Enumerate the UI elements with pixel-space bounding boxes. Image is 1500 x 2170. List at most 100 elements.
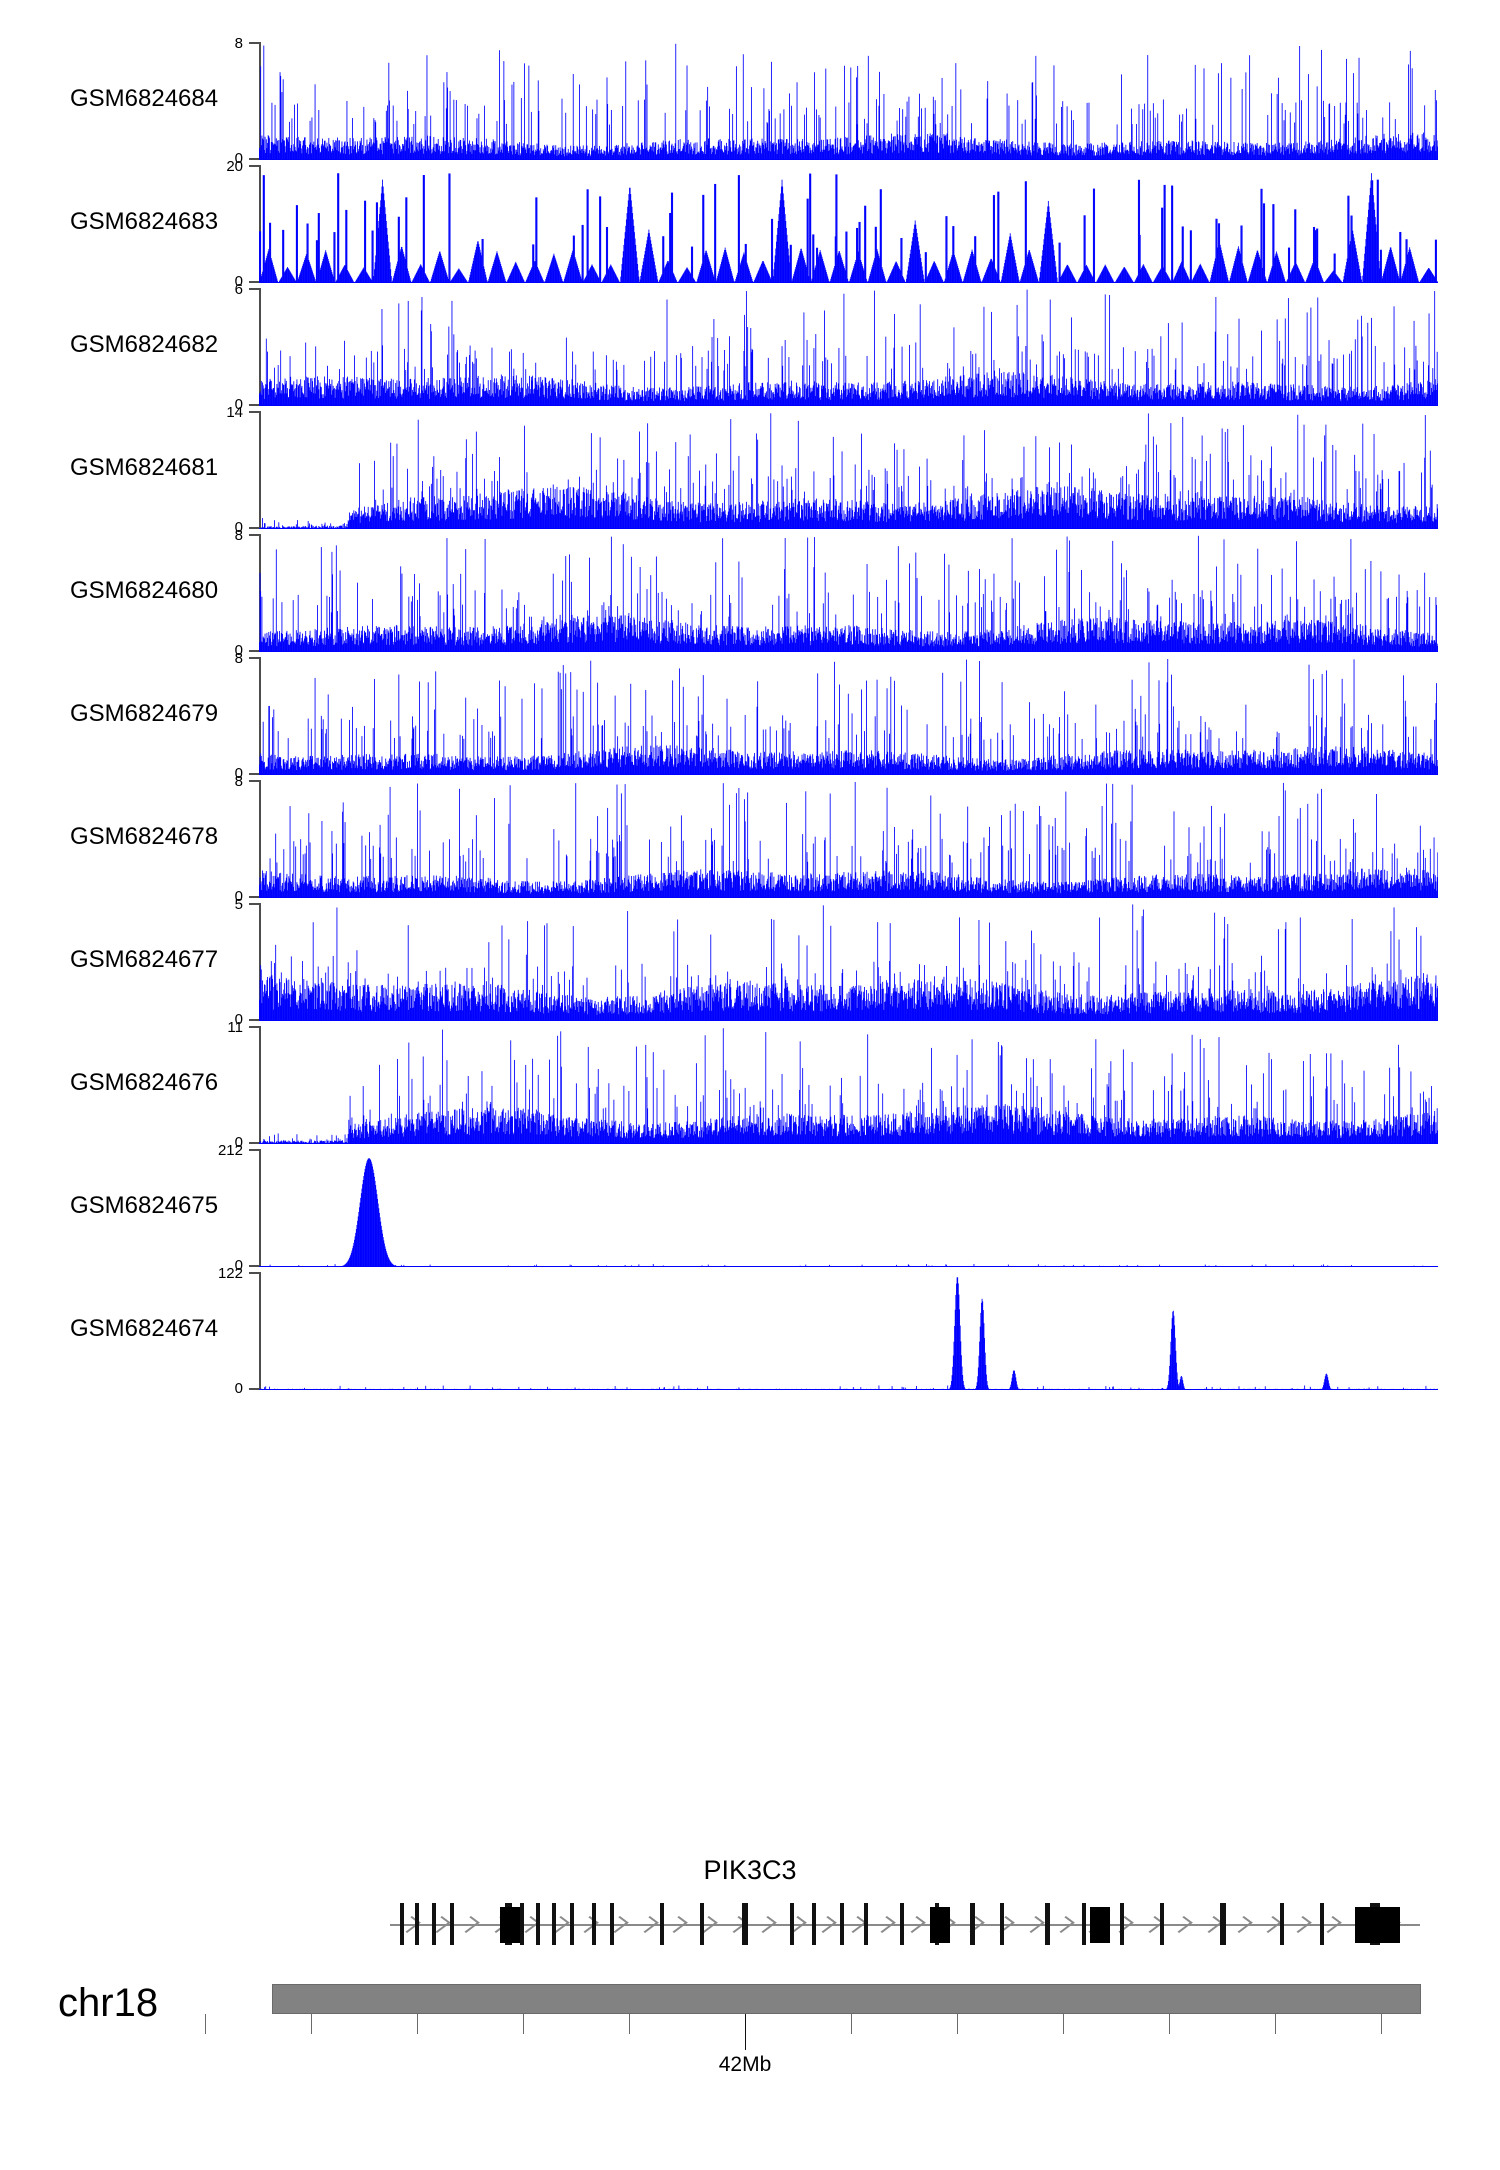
y-axis-tick-min bbox=[248, 281, 261, 283]
track-signal-canvas bbox=[259, 1272, 1438, 1390]
track-signal-canvas bbox=[259, 1149, 1438, 1267]
y-axis-max-label: 20 bbox=[226, 158, 243, 175]
gene-strand-arrow bbox=[754, 1915, 778, 1934]
gene-exon bbox=[520, 1903, 524, 1945]
ruler-label: 42Mb bbox=[718, 2053, 772, 2076]
y-axis-tick-min bbox=[248, 404, 261, 406]
track-label-GSM6824677: GSM6824677 bbox=[70, 946, 219, 973]
chromosome-label: chr18 bbox=[58, 1981, 159, 2025]
y-axis-min-label: 0 bbox=[234, 1257, 243, 1274]
gene-exon bbox=[400, 1903, 404, 1945]
ruler-tick-minor bbox=[957, 2014, 958, 2034]
gene-exon bbox=[1160, 1903, 1164, 1945]
gene-coding-exon bbox=[930, 1907, 950, 1943]
gene-exon bbox=[742, 1903, 748, 1945]
track-plot-area[interactable]: 212 0 bbox=[218, 1143, 1438, 1273]
gene-exon bbox=[1120, 1903, 1124, 1945]
track-plot-area[interactable]: 122 0 bbox=[218, 1266, 1438, 1396]
gene-annotation-track: PIK3C3 bbox=[0, 1855, 1500, 1965]
signal-track: GSM6824674 122 0 bbox=[0, 1266, 1500, 1396]
gene-strand-arrow bbox=[843, 1915, 867, 1934]
y-axis-tick-max bbox=[248, 780, 261, 782]
y-axis-min-label: 0 bbox=[234, 396, 243, 413]
gene-strand-arrow bbox=[1051, 1915, 1075, 1934]
gene-strand-arrow bbox=[1229, 1915, 1253, 1934]
ruler-tick-minor bbox=[1063, 2014, 1064, 2034]
gene-exon bbox=[700, 1903, 704, 1945]
gene-exon bbox=[970, 1903, 975, 1945]
y-axis-max-label: 8 bbox=[234, 650, 243, 667]
gene-coding-exon bbox=[500, 1907, 520, 1943]
gene-exon bbox=[900, 1903, 904, 1945]
signal-track: GSM6824682 6 0 bbox=[0, 282, 1500, 412]
track-plot-area[interactable]: 14 0 bbox=[226, 405, 1438, 535]
chromosome-track: chr18 42Mb bbox=[0, 1975, 1500, 2095]
gene-exon bbox=[1220, 1903, 1226, 1945]
gene-exon bbox=[840, 1903, 844, 1945]
signal-track: GSM6824680 8 0 bbox=[0, 528, 1500, 658]
y-axis-tick-max bbox=[248, 534, 261, 536]
y-axis-max-label: 122 bbox=[217, 1265, 243, 1282]
gene-exon bbox=[660, 1903, 664, 1945]
gene-strand-arrow bbox=[665, 1915, 689, 1934]
track-signal-canvas bbox=[259, 657, 1438, 775]
ruler-tick-minor bbox=[417, 2014, 418, 2034]
y-axis-tick-min bbox=[248, 527, 261, 529]
y-axis-max-label: 8 bbox=[234, 35, 243, 52]
gene-exon bbox=[570, 1903, 574, 1945]
gene-strand-arrow bbox=[814, 1915, 837, 1934]
track-label-GSM6824684: GSM6824684 bbox=[70, 85, 219, 112]
y-axis-tick-min bbox=[248, 1388, 261, 1390]
y-axis-min-label: 0 bbox=[234, 765, 243, 782]
gene-exon bbox=[1280, 1903, 1284, 1945]
signal-track: GSM6824675 212 0 bbox=[0, 1143, 1500, 1273]
y-axis-tick-min bbox=[248, 896, 261, 898]
track-signal-canvas bbox=[259, 411, 1438, 529]
track-signal-canvas bbox=[259, 165, 1438, 283]
y-axis-tick-max bbox=[248, 657, 261, 659]
y-axis-max-label: 8 bbox=[234, 773, 243, 790]
y-axis-max-label: 6 bbox=[234, 281, 243, 298]
y-axis-tick-max bbox=[248, 903, 261, 905]
y-axis-tick-min bbox=[248, 1142, 261, 1144]
gene-exon bbox=[432, 1903, 436, 1945]
ruler-tick-minor bbox=[1169, 2014, 1170, 2034]
ruler-tick-minor bbox=[1275, 2014, 1276, 2034]
y-axis-tick-max bbox=[248, 1272, 261, 1274]
signal-track: GSM6824676 11 0 bbox=[0, 1020, 1500, 1150]
y-axis-tick-max bbox=[248, 165, 261, 167]
y-axis-min-label: 0 bbox=[234, 273, 243, 290]
track-signal-canvas bbox=[259, 534, 1438, 652]
y-axis-max-label: 14 bbox=[226, 404, 243, 421]
y-axis-max-label: 8 bbox=[234, 527, 243, 544]
gene-exon bbox=[415, 1903, 419, 1945]
gene-coding-exon bbox=[1355, 1907, 1400, 1943]
signal-track: GSM6824678 8 0 bbox=[0, 774, 1500, 904]
track-signal-canvas bbox=[259, 780, 1438, 898]
gene-strand-arrow bbox=[635, 1915, 659, 1934]
track-label-GSM6824683: GSM6824683 bbox=[70, 208, 219, 235]
track-plot-area[interactable]: 11 0 bbox=[227, 1020, 1438, 1150]
gene-exon bbox=[450, 1903, 454, 1945]
track-label-GSM6824680: GSM6824680 bbox=[70, 577, 219, 604]
track-label-GSM6824674: GSM6824674 bbox=[70, 1315, 219, 1342]
y-axis-tick-max bbox=[248, 1026, 261, 1028]
y-axis-tick-max bbox=[248, 411, 261, 413]
y-axis-max-label: 11 bbox=[227, 1019, 243, 1036]
y-axis-tick-max bbox=[248, 288, 261, 290]
ruler-tick-minor bbox=[629, 2014, 630, 2034]
gene-exon bbox=[610, 1903, 614, 1945]
chromosome-ideogram bbox=[272, 1984, 1421, 2014]
y-axis-tick-max bbox=[248, 42, 261, 44]
signal-track: GSM6824679 8 0 bbox=[0, 651, 1500, 781]
track-signal-canvas bbox=[259, 1026, 1438, 1144]
gene-name-label: PIK3C3 bbox=[703, 1855, 797, 1885]
ruler-tick-major bbox=[745, 2014, 746, 2050]
track-plot-area[interactable]: 20 0 bbox=[226, 159, 1438, 289]
